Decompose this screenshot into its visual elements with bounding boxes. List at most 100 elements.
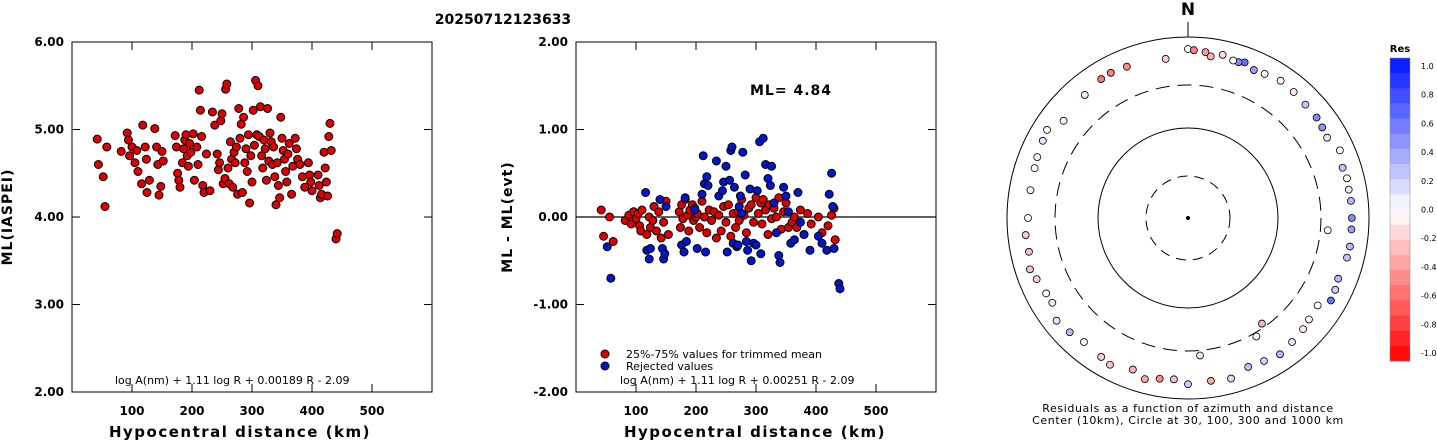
data-point bbox=[663, 230, 673, 239]
data-point bbox=[141, 154, 151, 164]
data-point bbox=[1327, 296, 1335, 305]
data-point bbox=[1312, 113, 1321, 122]
data-point bbox=[205, 186, 215, 196]
data-point bbox=[829, 244, 839, 253]
data-point bbox=[1347, 196, 1355, 205]
data-point bbox=[100, 202, 110, 211]
point-group bbox=[596, 133, 845, 294]
data-point bbox=[1260, 69, 1269, 78]
formula-label: log A(nm) + 1.11 log R + 0.00251 R - 2.0… bbox=[620, 374, 854, 387]
data-point bbox=[248, 105, 258, 115]
colorbar-cell bbox=[1390, 148, 1410, 165]
data-point bbox=[332, 229, 342, 239]
data-point bbox=[140, 142, 150, 152]
data-point bbox=[130, 158, 140, 168]
colorbar-label: 0.4 bbox=[1421, 148, 1434, 157]
chart-ml-iaspei: ML(IASPEI) Hypocentral distance (km) log… bbox=[0, 35, 433, 441]
data-point bbox=[291, 144, 301, 154]
data-point bbox=[253, 81, 263, 91]
data-point bbox=[228, 182, 238, 192]
data-point bbox=[222, 79, 232, 89]
data-point bbox=[255, 102, 265, 112]
data-point bbox=[157, 146, 167, 156]
data-point bbox=[171, 142, 181, 152]
data-point bbox=[596, 205, 606, 215]
data-point bbox=[654, 207, 664, 217]
data-point bbox=[817, 238, 827, 248]
data-point bbox=[721, 161, 731, 171]
data-point bbox=[1338, 163, 1347, 172]
x-tick-label: 100 bbox=[119, 404, 144, 418]
colorbar-frame bbox=[1389, 57, 1411, 362]
data-point bbox=[680, 193, 690, 203]
data-point bbox=[707, 216, 717, 225]
data-point bbox=[225, 137, 235, 147]
colorbar-cell bbox=[1390, 73, 1410, 89]
data-point bbox=[1229, 56, 1238, 65]
data-point bbox=[1021, 231, 1030, 239]
page-title: 20250712123633 bbox=[435, 12, 571, 28]
data-point bbox=[684, 226, 694, 236]
data-point bbox=[835, 284, 845, 294]
x-axis-label: Hypocentral distance (km) bbox=[624, 423, 886, 441]
data-point bbox=[1025, 247, 1033, 256]
data-point bbox=[1344, 185, 1353, 194]
data-point bbox=[263, 104, 273, 113]
legend-label-trimmed: 25%-75% values for trimmed mean bbox=[626, 348, 822, 361]
data-point bbox=[186, 147, 196, 157]
data-point bbox=[783, 207, 793, 217]
data-point bbox=[1260, 357, 1268, 365]
data-point bbox=[1155, 374, 1164, 383]
data-point bbox=[269, 142, 279, 152]
data-point bbox=[1106, 68, 1115, 77]
data-point bbox=[231, 142, 241, 152]
colorbar-cell bbox=[1390, 118, 1410, 135]
data-point bbox=[1276, 350, 1284, 359]
data-point bbox=[702, 172, 712, 182]
data-point bbox=[281, 167, 291, 176]
data-point bbox=[698, 151, 708, 161]
data-point bbox=[806, 219, 816, 229]
colorbar-label: -0.8 bbox=[1421, 320, 1437, 329]
colorbar: Res 1.0 0.8 0.6 0.4 0.2 0.0 -0.2 -0.4 -0.6 -0.8 -1… bbox=[1389, 44, 1437, 362]
data-point bbox=[714, 210, 724, 220]
data-point bbox=[1288, 338, 1296, 346]
data-point bbox=[215, 158, 225, 168]
colorbar-label: -1.0 bbox=[1421, 349, 1437, 358]
data-point bbox=[1206, 376, 1215, 385]
data-point bbox=[217, 109, 227, 119]
data-point bbox=[641, 188, 651, 197]
ring-100km bbox=[1097, 127, 1279, 309]
data-point bbox=[656, 233, 666, 243]
colorbar-cell bbox=[1390, 239, 1410, 256]
data-point bbox=[1048, 298, 1057, 307]
data-point bbox=[158, 156, 168, 166]
data-point bbox=[795, 217, 805, 227]
data-point bbox=[154, 190, 164, 200]
data-point bbox=[752, 186, 762, 196]
data-point bbox=[150, 124, 160, 134]
data-point bbox=[701, 247, 711, 257]
colorbar-label: -0.2 bbox=[1421, 234, 1437, 243]
data-point bbox=[102, 142, 112, 152]
data-point bbox=[741, 228, 751, 238]
data-point bbox=[1258, 319, 1266, 328]
data-point bbox=[692, 244, 702, 253]
data-point bbox=[283, 149, 293, 159]
data-point bbox=[243, 130, 253, 140]
data-point bbox=[1052, 316, 1061, 325]
data-point bbox=[116, 146, 126, 156]
data-point bbox=[711, 233, 721, 243]
data-point bbox=[1305, 315, 1313, 324]
data-point bbox=[637, 205, 647, 215]
data-point bbox=[1030, 164, 1039, 173]
data-point bbox=[1318, 123, 1327, 132]
y-tick-label: 1.00 bbox=[538, 123, 568, 137]
data-point bbox=[716, 226, 726, 236]
data-point bbox=[271, 200, 281, 210]
colorbar-label: 0.2 bbox=[1421, 177, 1434, 186]
data-point bbox=[1189, 46, 1198, 55]
data-point bbox=[789, 235, 799, 245]
data-point bbox=[1106, 360, 1114, 369]
data-point bbox=[722, 247, 732, 257]
